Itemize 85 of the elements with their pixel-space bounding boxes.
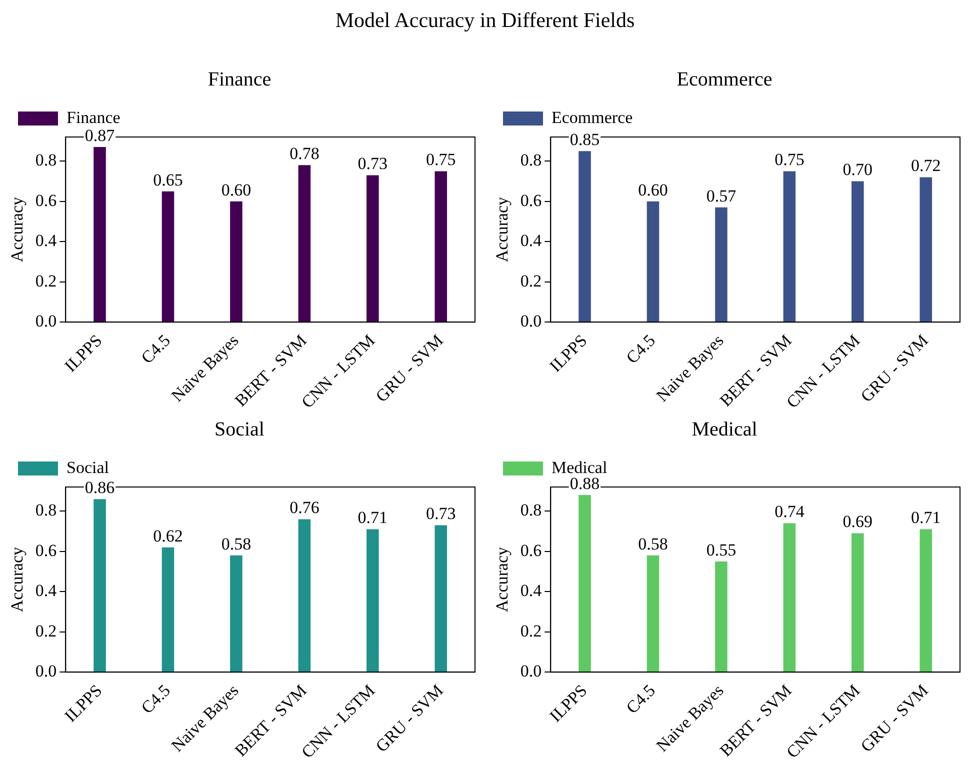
bar: [94, 499, 106, 672]
y-axis-title: Accuracy: [492, 546, 512, 612]
data-label: 0.72: [911, 156, 941, 176]
y-tick-label: 0.0: [35, 312, 57, 331]
y-tick-label: 0.8: [520, 150, 542, 170]
data-label: 0.69: [842, 512, 873, 532]
y-tick-label: 0.4: [35, 581, 58, 600]
bar: [578, 495, 591, 672]
bar: [162, 191, 174, 322]
data-label: 0.76: [290, 498, 320, 518]
data-label: 0.58: [638, 534, 668, 554]
data-label: 0.74: [774, 502, 805, 522]
chart-title: Social: [214, 418, 265, 440]
data-label: 0.58: [221, 534, 252, 554]
y-tick-label: 0.4: [35, 231, 58, 250]
y-tick-label: 0.8: [35, 500, 57, 520]
data-label: 0.70: [842, 160, 873, 180]
bar: [162, 547, 174, 672]
bar: [366, 529, 379, 672]
bar: [920, 177, 932, 322]
y-tick-label: 0.2: [35, 271, 57, 290]
bar: [94, 147, 106, 322]
data-label: 0.71: [911, 508, 941, 528]
y-tick-label: 0.8: [520, 500, 542, 520]
bar: [230, 555, 242, 672]
y-axis-title: Accuracy: [492, 196, 512, 262]
data-label: 0.62: [153, 526, 183, 546]
data-label: 0.88: [570, 474, 600, 494]
x-tick-label: C4.5: [137, 330, 174, 368]
data-label: 0.87: [84, 126, 116, 146]
data-label: 0.60: [638, 180, 668, 200]
data-label: 0.71: [358, 508, 388, 528]
x-tick-label: C4.5: [622, 680, 659, 718]
chart-title: Ecommerce: [676, 68, 772, 90]
data-label: 0.55: [706, 540, 736, 560]
bar: [366, 175, 379, 322]
data-label: 0.85: [570, 130, 600, 150]
bar: [852, 181, 864, 322]
x-tick-label: C4.5: [137, 680, 174, 718]
y-axis-title: Accuracy: [8, 546, 27, 612]
bar: [646, 201, 660, 322]
data-label: 0.60: [221, 180, 252, 200]
data-label: 0.75: [774, 150, 804, 170]
bar: [920, 529, 932, 672]
y-tick-label: 0.2: [520, 621, 542, 640]
data-label: 0.73: [426, 504, 456, 524]
bar: [646, 555, 660, 672]
y-tick-label: 0.0: [35, 662, 57, 681]
data-label: 0.73: [358, 154, 388, 174]
y-tick-label: 0.6: [520, 190, 542, 210]
y-tick-label: 0.4: [520, 231, 542, 250]
chart-title: Finance: [208, 68, 272, 90]
legend-label: Ecommerce: [552, 108, 633, 127]
chart-title: Medical: [692, 418, 758, 440]
bar: [434, 171, 448, 322]
y-tick-label: 0.4: [520, 581, 542, 600]
data-label: 0.86: [84, 478, 115, 498]
bar: [852, 533, 864, 672]
data-label: 0.75: [426, 150, 456, 170]
y-tick-label: 0.2: [35, 621, 57, 640]
bar: [298, 519, 311, 672]
bar: [434, 525, 448, 672]
y-tick-label: 0.6: [520, 540, 542, 560]
y-tick-label: 0.6: [35, 190, 57, 210]
data-label: 0.57: [706, 186, 737, 206]
y-tick-label: 0.0: [520, 662, 542, 681]
legend-label: Social: [66, 458, 110, 477]
bar: [783, 171, 796, 322]
legend-label: Finance: [66, 108, 120, 127]
data-label: 0.65: [153, 170, 183, 190]
text: Model Accuracy in Different Fields: [334, 8, 636, 33]
bar: [783, 523, 796, 672]
data-label: 0.78: [290, 144, 320, 164]
y-tick-label: 0.2: [520, 271, 542, 290]
y-tick-label: 0.0: [520, 312, 542, 331]
legend-label: Medical: [552, 458, 608, 477]
y-axis-title: Accuracy: [8, 196, 27, 262]
x-tick-label: C4.5: [622, 330, 659, 368]
bar: [230, 201, 242, 322]
bar: [715, 561, 728, 672]
y-tick-label: 0.8: [35, 150, 57, 170]
bar: [298, 165, 311, 322]
y-tick-label: 0.6: [35, 540, 57, 560]
bar: [578, 151, 591, 322]
bar: [715, 207, 728, 322]
